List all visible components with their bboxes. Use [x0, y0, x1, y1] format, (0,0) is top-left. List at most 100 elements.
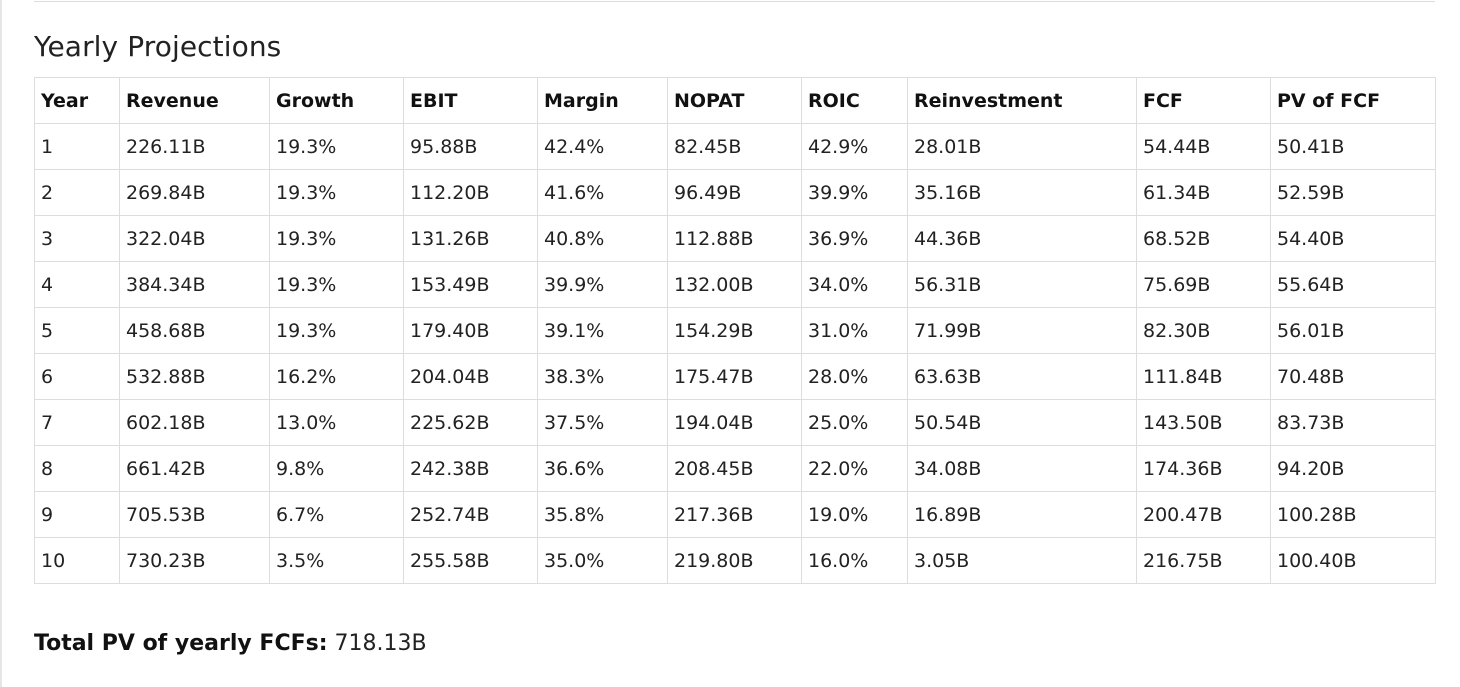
table-cell: 6.7% — [269, 491, 404, 538]
column-header-ebit: EBIT — [403, 77, 538, 124]
column-header-growth: Growth — [269, 77, 404, 124]
table-cell: 44.36B — [907, 215, 1137, 262]
table-row: 2 269.84B 19.3% 112.20B 41.6% 96.49B 39.9% 35.1… — [34, 169, 1436, 216]
total-pv-label: Total PV of yearly FCFs: — [34, 631, 328, 656]
table-cell: 36.9% — [801, 215, 908, 262]
table-cell: 194.04B — [667, 399, 802, 446]
table-cell: 95.88B — [403, 123, 538, 170]
table-row: 7 602.18B 13.0% 225.62B 37.5% 194.04B 25.0% 50.… — [34, 399, 1436, 446]
table-row: 6 532.88B 16.2% 204.04B 38.3% 175.47B 28.0% 63.… — [34, 353, 1436, 400]
table-cell: 16.89B — [907, 491, 1137, 538]
table-cell: 35.16B — [907, 169, 1137, 216]
table-cell: 39.9% — [537, 261, 668, 308]
table-cell: 35.8% — [537, 491, 668, 538]
section-divider — [34, 1, 1435, 2]
table-cell: 100.40B — [1270, 537, 1436, 584]
table-cell: 19.3% — [269, 123, 404, 170]
table-cell: 322.04B — [119, 215, 270, 262]
table-cell: 4 — [34, 261, 120, 308]
table-cell: 25.0% — [801, 399, 908, 446]
table-cell: 3.5% — [269, 537, 404, 584]
table-cell: 61.34B — [1136, 169, 1271, 216]
table-cell: 217.36B — [667, 491, 802, 538]
table-cell: 13.0% — [269, 399, 404, 446]
column-header-margin: Margin — [537, 77, 668, 124]
table-cell: 730.23B — [119, 537, 270, 584]
table-cell: 56.01B — [1270, 307, 1436, 354]
table-cell: 31.0% — [801, 307, 908, 354]
table-cell: 175.47B — [667, 353, 802, 400]
table-cell: 83.73B — [1270, 399, 1436, 446]
table-cell: 37.5% — [537, 399, 668, 446]
projections-table: Year Revenue Growth EBIT Margin NOPAT ROIC Rein… — [34, 77, 1436, 584]
column-header-fcf: FCF — [1136, 77, 1271, 124]
column-header-year: Year — [34, 77, 120, 124]
table-cell: 208.45B — [667, 445, 802, 492]
table-cell: 269.84B — [119, 169, 270, 216]
table-cell: 42.9% — [801, 123, 908, 170]
table-row: 9 705.53B 6.7% 252.74B 35.8% 217.36B 19.0% 16.8… — [34, 491, 1436, 538]
table-cell: 242.38B — [403, 445, 538, 492]
table-cell: 34.08B — [907, 445, 1137, 492]
table-cell: 132.00B — [667, 261, 802, 308]
table-cell: 19.3% — [269, 169, 404, 216]
table-cell: 39.9% — [801, 169, 908, 216]
total-pv-value: 718.13B — [334, 631, 427, 656]
table-cell: 153.49B — [403, 261, 538, 308]
total-pv-summary: Total PV of yearly FCFs: 718.13B — [34, 630, 427, 658]
table-cell: 94.20B — [1270, 445, 1436, 492]
table-cell: 63.63B — [907, 353, 1137, 400]
table-cell: 9.8% — [269, 445, 404, 492]
table-cell: 19.0% — [801, 491, 908, 538]
table-cell: 16.2% — [269, 353, 404, 400]
left-border — [0, 0, 2, 687]
table-cell: 8 — [34, 445, 120, 492]
table-cell: 38.3% — [537, 353, 668, 400]
table-cell: 204.04B — [403, 353, 538, 400]
table-cell: 22.0% — [801, 445, 908, 492]
table-cell: 54.44B — [1136, 123, 1271, 170]
table-cell: 705.53B — [119, 491, 270, 538]
table-header-row: Year Revenue Growth EBIT Margin NOPAT ROIC Rein… — [34, 77, 1436, 124]
table-cell: 5 — [34, 307, 120, 354]
table-cell: 174.36B — [1136, 445, 1271, 492]
table-row: 1 226.11B 19.3% 95.88B 42.4% 82.45B 42.9% 28.01… — [34, 123, 1436, 170]
table-cell: 50.54B — [907, 399, 1137, 446]
table-cell: 19.3% — [269, 215, 404, 262]
table-cell: 154.29B — [667, 307, 802, 354]
table-cell: 16.0% — [801, 537, 908, 584]
table-cell: 143.50B — [1136, 399, 1271, 446]
table-cell: 56.31B — [907, 261, 1137, 308]
table-cell: 35.0% — [537, 537, 668, 584]
table-cell: 458.68B — [119, 307, 270, 354]
table-cell: 219.80B — [667, 537, 802, 584]
table-cell: 96.49B — [667, 169, 802, 216]
table-cell: 3 — [34, 215, 120, 262]
table-cell: 50.41B — [1270, 123, 1436, 170]
table-cell: 111.84B — [1136, 353, 1271, 400]
table-cell: 384.34B — [119, 261, 270, 308]
table-cell: 112.20B — [403, 169, 538, 216]
table-row: 5 458.68B 19.3% 179.40B 39.1% 154.29B 31.0% 71.… — [34, 307, 1436, 354]
table-cell: 9 — [34, 491, 120, 538]
table-cell: 82.45B — [667, 123, 802, 170]
table-cell: 100.28B — [1270, 491, 1436, 538]
table-cell: 532.88B — [119, 353, 270, 400]
table-cell: 68.52B — [1136, 215, 1271, 262]
table-body: 1 226.11B 19.3% 95.88B 42.4% 82.45B 42.9% 28.01… — [34, 123, 1436, 584]
table-cell: 42.4% — [537, 123, 668, 170]
table-cell: 225.62B — [403, 399, 538, 446]
table-cell: 602.18B — [119, 399, 270, 446]
table-cell: 6 — [34, 353, 120, 400]
table-cell: 40.8% — [537, 215, 668, 262]
table-cell: 179.40B — [403, 307, 538, 354]
table-cell: 41.6% — [537, 169, 668, 216]
table-cell: 200.47B — [1136, 491, 1271, 538]
table-cell: 36.6% — [537, 445, 668, 492]
table-cell: 55.64B — [1270, 261, 1436, 308]
table-cell: 252.74B — [403, 491, 538, 538]
table-row: 8 661.42B 9.8% 242.38B 36.6% 208.45B 22.0% 34.0… — [34, 445, 1436, 492]
table-cell: 71.99B — [907, 307, 1137, 354]
table-cell: 10 — [34, 537, 120, 584]
